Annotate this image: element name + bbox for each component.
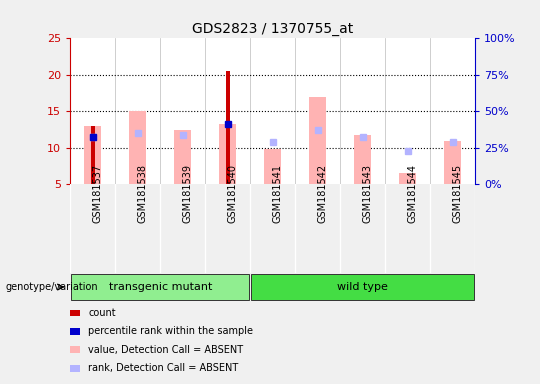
Bar <box>129 111 146 184</box>
Bar <box>399 174 416 184</box>
Text: GSM181538: GSM181538 <box>138 164 148 223</box>
Text: GSM181539: GSM181539 <box>183 164 193 223</box>
Bar <box>84 126 102 184</box>
Bar <box>226 71 230 184</box>
Text: percentile rank within the sample: percentile rank within the sample <box>88 326 253 336</box>
Text: GSM181541: GSM181541 <box>273 164 283 223</box>
Bar <box>71 274 249 300</box>
Text: GSM181545: GSM181545 <box>453 164 463 223</box>
Text: value, Detection Call = ABSENT: value, Detection Call = ABSENT <box>88 345 243 355</box>
Bar <box>219 124 237 184</box>
Bar <box>444 141 461 184</box>
Bar <box>251 274 474 300</box>
Text: count: count <box>88 308 116 318</box>
Bar <box>264 149 281 184</box>
Bar <box>309 97 326 184</box>
Bar <box>91 126 94 184</box>
Text: GSM181543: GSM181543 <box>363 164 373 223</box>
Text: GSM181544: GSM181544 <box>408 164 418 223</box>
Text: transgenic mutant: transgenic mutant <box>109 282 212 292</box>
Text: wild type: wild type <box>338 282 388 292</box>
Text: rank, Detection Call = ABSENT: rank, Detection Call = ABSENT <box>88 363 238 373</box>
Bar <box>354 135 372 184</box>
Text: genotype/variation: genotype/variation <box>5 282 98 292</box>
Title: GDS2823 / 1370755_at: GDS2823 / 1370755_at <box>192 22 353 36</box>
Text: GSM181537: GSM181537 <box>93 164 103 223</box>
Bar <box>174 130 191 184</box>
Text: GSM181542: GSM181542 <box>318 164 328 223</box>
Text: GSM181540: GSM181540 <box>228 164 238 223</box>
